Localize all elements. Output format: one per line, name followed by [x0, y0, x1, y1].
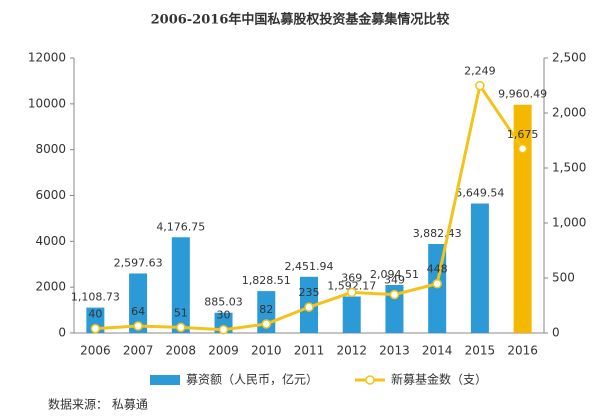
line-value-label: 448	[427, 263, 448, 276]
line-value-label: 349	[384, 274, 405, 287]
x-tick-label: 2012	[336, 344, 367, 358]
line-point	[90, 323, 101, 334]
line-point	[432, 278, 442, 289]
legend-label: 新募基金数（支）	[391, 372, 487, 387]
x-tick-label: 2011	[294, 344, 325, 358]
source: 数据来源： 私募通	[48, 397, 148, 412]
line-point	[346, 287, 357, 298]
line-point	[133, 321, 143, 331]
bar-value-label: 1,592.17	[327, 280, 376, 293]
y2-tick-label: 1,000	[552, 216, 586, 230]
legend-swatch	[365, 375, 375, 385]
y2-tick-label: 500	[552, 271, 575, 285]
x-tick-label: 2016	[507, 344, 538, 358]
line-value-label: 235	[299, 286, 320, 299]
bar-value-label: 4,176.75	[156, 220, 205, 233]
x-tick-label: 2015	[465, 344, 496, 358]
x-tick-label: 2009	[208, 344, 239, 358]
y-tick-label: 4000	[35, 234, 66, 248]
x-tick-label: 2008	[166, 344, 197, 358]
y-tick-label: 8000	[35, 142, 66, 156]
line-value-label: 40	[88, 308, 102, 321]
line-point	[304, 302, 314, 312]
x-tick-label: 2014	[422, 344, 453, 358]
y-tick-label: 12000	[28, 51, 66, 65]
line-value-label: 369	[341, 271, 362, 284]
line-point	[389, 289, 400, 300]
bar	[129, 273, 148, 333]
bar-value-label: 2,597.63	[114, 256, 163, 269]
line-point	[517, 144, 528, 154]
bar	[342, 296, 361, 333]
bar	[171, 237, 190, 333]
bar	[513, 104, 532, 333]
x-tick-label: 2007	[123, 344, 154, 358]
bar	[86, 307, 105, 333]
line-point	[176, 322, 186, 333]
x-tick-label: 2013	[379, 344, 410, 358]
y2-tick-label: 1,500	[552, 161, 586, 175]
line-point	[261, 319, 272, 329]
y-tick-label: 10000	[28, 96, 66, 110]
bar-value-label: 885.03	[204, 296, 243, 309]
line-point	[475, 80, 485, 91]
line-value-label: 82	[259, 303, 273, 316]
legend-swatch	[150, 375, 180, 385]
bar-value-label: 2,094.51	[370, 268, 419, 281]
line-point	[218, 324, 229, 335]
chart-title: 2006-2016年中国私募股权投资基金募集情况比较	[151, 12, 450, 28]
bar-value-label: 1,108.73	[71, 291, 120, 304]
bar-value-label: 1,828.51	[242, 274, 291, 287]
y2-tick-label: 2,500	[552, 51, 586, 65]
y-tick-label: 0	[58, 326, 66, 340]
bar-value-label: 5,649.54	[455, 187, 504, 200]
line-value-label: 1,675	[507, 128, 539, 141]
line-value-label: 51	[174, 306, 188, 319]
x-tick-label: 2010	[251, 344, 282, 358]
bar	[470, 203, 489, 333]
bar-value-label: 9,960.49	[498, 88, 547, 101]
bar-value-label: 3,882.43	[413, 227, 462, 240]
y-tick-label: 6000	[35, 188, 66, 202]
y2-tick-label: 0	[552, 326, 560, 340]
line-value-label: 30	[217, 309, 231, 322]
y2-tick-label: 2,000	[552, 106, 586, 120]
x-tick-label: 2006	[80, 344, 111, 358]
legend-label: 募资额（人民币，亿元）	[186, 372, 318, 387]
bar-value-label: 2,451.94	[285, 260, 334, 273]
line-value-label: 64	[131, 305, 145, 318]
line-value-label: 2,249	[464, 65, 496, 78]
bar	[385, 285, 404, 333]
y-tick-label: 2000	[35, 280, 66, 294]
